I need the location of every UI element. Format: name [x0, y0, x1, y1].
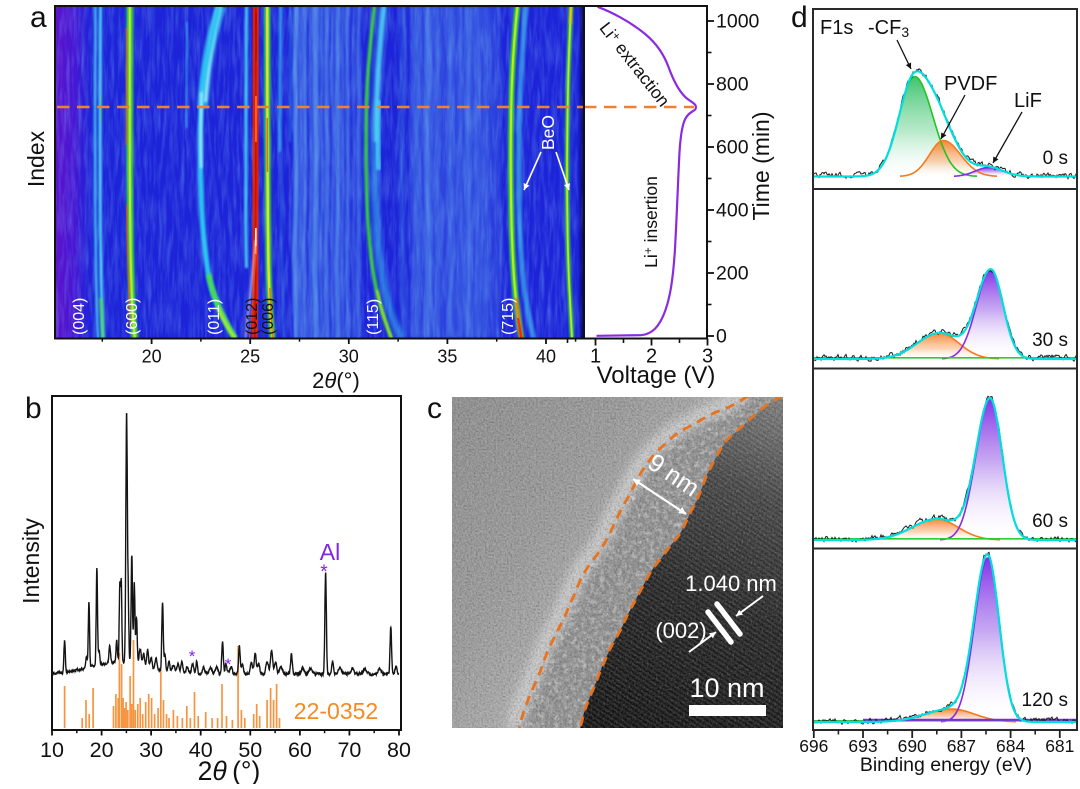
svg-text:c: c	[427, 392, 442, 425]
svg-text:LiF: LiF	[1014, 90, 1042, 112]
svg-text:2: 2	[646, 346, 657, 368]
svg-text:600: 600	[716, 137, 749, 159]
svg-text:(012): (012)	[244, 298, 261, 335]
svg-text:(004): (004)	[71, 298, 88, 335]
svg-text:687: 687	[947, 736, 976, 756]
svg-text:25: 25	[240, 347, 260, 367]
svg-text:F1s: F1s	[820, 17, 853, 39]
svg-text:693: 693	[848, 736, 877, 756]
svg-text:*: *	[225, 655, 232, 674]
svg-text:681: 681	[1045, 736, 1074, 756]
svg-text:30 s: 30 s	[1032, 330, 1068, 351]
svg-text:10 nm: 10 nm	[689, 673, 764, 703]
svg-text:20: 20	[142, 347, 162, 367]
svg-text:690: 690	[898, 736, 927, 756]
svg-text:2θ(°): 2θ(°)	[312, 368, 360, 393]
svg-text:0 s: 0 s	[1043, 148, 1068, 169]
svg-text:50: 50	[238, 738, 262, 762]
svg-text:Li+ insertion: Li+ insertion	[641, 176, 661, 268]
svg-text:1.040 nm: 1.040 nm	[685, 571, 777, 596]
svg-text:80: 80	[387, 738, 411, 762]
svg-text:(002): (002)	[655, 618, 706, 643]
svg-text:696: 696	[799, 736, 828, 756]
svg-text:400: 400	[716, 200, 749, 222]
svg-text:70: 70	[337, 738, 361, 762]
svg-text:0: 0	[716, 326, 727, 348]
svg-text:35: 35	[437, 347, 457, 367]
svg-text:Intensity: Intensity	[18, 518, 44, 604]
svg-text:Al: Al	[320, 539, 340, 565]
svg-text:22-0352: 22-0352	[294, 698, 378, 724]
svg-text:1: 1	[590, 346, 601, 368]
svg-text:a: a	[30, 1, 47, 34]
svg-text:20: 20	[90, 738, 114, 762]
svg-text:60: 60	[288, 738, 312, 762]
svg-text:(011): (011)	[206, 299, 223, 335]
svg-text:(600): (600)	[124, 298, 141, 335]
svg-text:Time (min): Time (min)	[748, 111, 774, 220]
svg-text:30: 30	[139, 738, 163, 762]
svg-text:PVDF: PVDF	[944, 73, 997, 95]
svg-text:30: 30	[339, 347, 359, 367]
svg-text:Binding energy (eV): Binding energy (eV)	[860, 754, 1032, 776]
svg-text:2θ (°): 2θ (°)	[198, 756, 261, 784]
svg-text:3: 3	[702, 346, 713, 368]
svg-text:120 s: 120 s	[1022, 690, 1068, 711]
svg-text:40: 40	[536, 347, 556, 367]
svg-text:b: b	[25, 392, 42, 425]
svg-text:Index: Index	[23, 130, 49, 187]
svg-text:d: d	[791, 1, 808, 34]
svg-text:(715): (715)	[500, 298, 517, 335]
svg-text:*: *	[189, 647, 196, 666]
svg-text:60 s: 60 s	[1032, 511, 1068, 532]
svg-text:-CF3: -CF3	[868, 17, 909, 40]
svg-text:684: 684	[996, 736, 1025, 756]
svg-text:200: 200	[716, 263, 749, 285]
svg-text:BeO: BeO	[538, 115, 558, 150]
svg-text:40: 40	[189, 738, 213, 762]
svg-text:*: *	[320, 562, 328, 583]
svg-text:(115): (115)	[365, 299, 382, 335]
svg-text:Voltage (V): Voltage (V)	[597, 362, 716, 389]
svg-text:800: 800	[716, 74, 749, 96]
svg-text:1000: 1000	[716, 11, 760, 33]
svg-text:(006): (006)	[260, 298, 277, 335]
svg-text:10: 10	[40, 738, 64, 762]
